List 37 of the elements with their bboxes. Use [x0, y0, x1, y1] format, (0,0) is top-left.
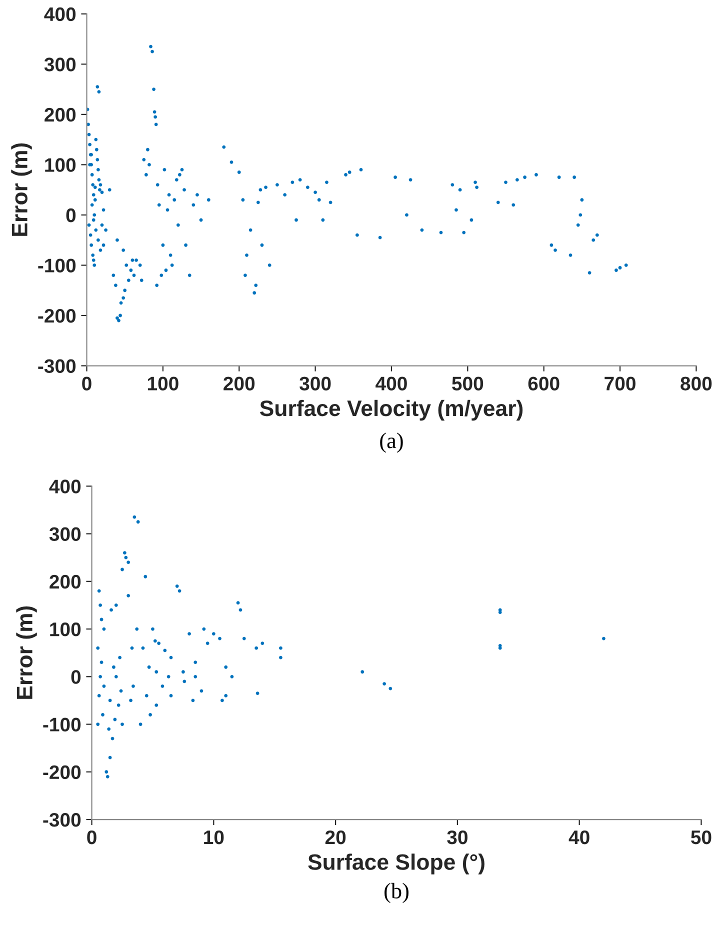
- y-tick-label: 100: [50, 622, 81, 636]
- x-tick-label: 700: [604, 376, 636, 390]
- y-axis-title: Error (m): [11, 143, 32, 236]
- x-tick-label: 100: [148, 376, 178, 390]
- x-tick-label: 20: [325, 830, 346, 844]
- x-tick-label: 0: [82, 376, 92, 390]
- x-tick-label: 0: [87, 830, 96, 844]
- text: (a): [380, 432, 403, 453]
- x-tick-label: 800: [680, 376, 712, 390]
- x-tick-label: 300: [300, 376, 331, 390]
- y-tick-label: 400: [49, 480, 81, 494]
- y-tick-label: 200: [44, 108, 76, 122]
- y-tick-label: 200: [50, 574, 81, 589]
- y-tick-label: -100: [43, 718, 81, 732]
- x-tick-label: 30: [447, 830, 468, 844]
- y-tick-label: 400: [44, 7, 76, 22]
- y-tick-label: -200: [43, 765, 81, 780]
- y-tick-label: 100: [45, 158, 76, 172]
- x-axis-title: Surface Slope (°): [308, 854, 484, 874]
- x-tick-label: 500: [452, 376, 484, 390]
- y-tick-label: 0: [66, 208, 76, 222]
- y-tick-label: 0: [71, 670, 81, 684]
- y-tick-label: 300: [49, 527, 81, 542]
- x-tick-label: 10: [204, 830, 224, 844]
- x-tick-label: 50: [691, 830, 712, 844]
- x-tick-label: 40: [568, 830, 590, 844]
- x-axis-title: Surface Velocity (m/year): [260, 400, 523, 421]
- y-tick-label: -100: [38, 258, 76, 272]
- x-tick-label: 600: [528, 376, 560, 390]
- y-tick-label: 300: [44, 58, 76, 72]
- x-tick-label: 400: [376, 376, 407, 390]
- y-tick-label: -200: [38, 308, 76, 323]
- text: (b): [384, 882, 408, 903]
- y-axis-title: Error (m): [16, 606, 37, 699]
- y-tick-label: -300: [43, 812, 81, 827]
- y-tick-label: -300: [38, 359, 76, 374]
- x-tick-label: 200: [224, 376, 255, 390]
